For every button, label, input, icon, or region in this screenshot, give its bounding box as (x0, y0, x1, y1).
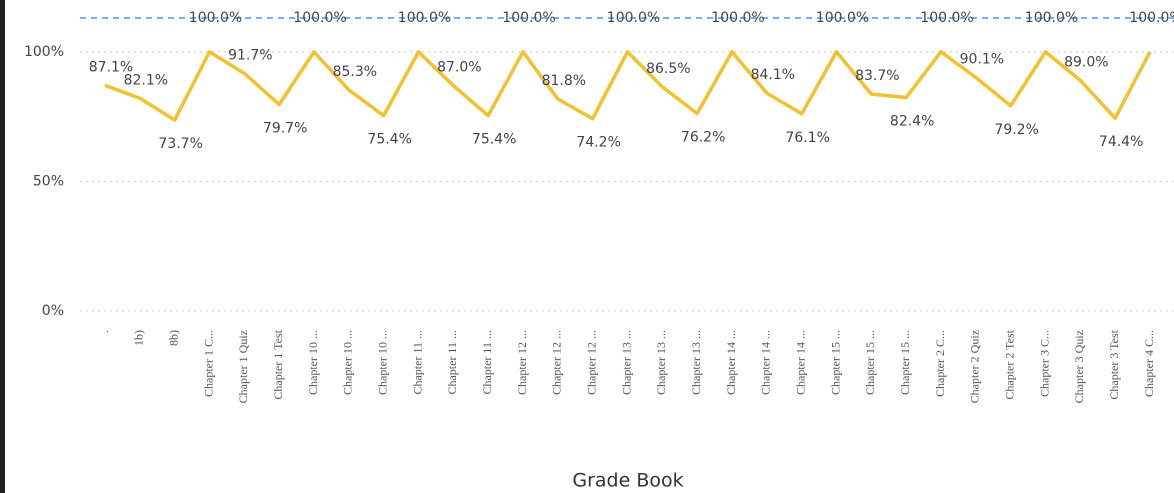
x-tick-label: Chapter 11 ... (410, 330, 424, 395)
data-label: 100.0% (398, 10, 451, 26)
x-tick-label: Chapter 1 C... (201, 330, 215, 397)
x-tick-label: Chapter 12 ... (515, 330, 529, 395)
x-tick-label: Chapter 11 ... (445, 330, 459, 395)
x-tick-label: Chapter 3 Quiz (1072, 330, 1086, 403)
line (104, 50, 1152, 122)
x-tick-label: Chapter 15 ... (898, 330, 912, 395)
x-tick-label: Chapter 14 ... (759, 330, 773, 395)
data-label: 87.1% (89, 59, 133, 75)
data-label: 79.2% (994, 122, 1038, 138)
data-label: 90.1% (960, 52, 1004, 68)
data-label: 74.2% (576, 135, 620, 151)
x-tick-label: Chapter 2 Quiz (968, 330, 982, 403)
data-label: 100.0% (189, 10, 242, 26)
x-tick-label: Chapter 3 C... (1037, 330, 1051, 397)
data-label: 73.7% (158, 136, 202, 152)
x-tick-label: Chapter 1 Test (271, 329, 285, 399)
left-border (0, 0, 5, 493)
x-tick-label: Chapter 11 ... (480, 330, 494, 395)
data-label: 82.1% (124, 72, 168, 88)
x-tick-label: Chapter 13 ... (689, 330, 703, 395)
data-label: 87.0% (437, 60, 481, 76)
y-tick-label: 100% (24, 44, 64, 60)
x-tick-label: Chapter 10 ... (375, 330, 389, 395)
data-label: 85.3% (333, 64, 377, 80)
x-tick-label: Chapter 2 C... (933, 330, 947, 397)
data-label: 76.1% (785, 130, 829, 146)
x-tick-label: 8b) (166, 330, 180, 346)
x-tick-label: Chapter 13 ... (619, 330, 633, 395)
x-tick-label: Chapter 2 Test (1002, 329, 1016, 399)
data-label: 100.0% (1129, 10, 1174, 26)
data-label: 91.7% (228, 47, 272, 63)
data-label: 86.5% (646, 61, 690, 77)
y-tick-label: 50% (33, 173, 64, 189)
x-tick-label: Chapter 12 ... (584, 330, 598, 395)
y-tick-label: 0% (42, 303, 64, 319)
data-label: 74.4% (1099, 134, 1143, 150)
x-axis-title: Grade Book (572, 470, 683, 492)
data-label: 100.0% (711, 10, 764, 26)
x-tick-label: Chapter 10 ... (306, 330, 320, 395)
data-label: 76.2% (681, 130, 725, 146)
x-tick-label: Chapter 15 ... (863, 330, 877, 395)
data-label: 100.0% (607, 10, 660, 26)
x-tick-label: 1b) (132, 330, 146, 346)
x-tick-label: Chapter 10 ... (341, 330, 355, 395)
data-label: 100.0% (816, 10, 869, 26)
data-label: 84.1% (751, 67, 795, 83)
x-tick-label: Chapter 1 Quiz (236, 330, 250, 403)
data-label: 83.7% (855, 68, 899, 84)
x-tick-label: Chapter 15 ... (828, 330, 842, 395)
data-label: 100.0% (1025, 10, 1078, 26)
data-label: 75.4% (472, 132, 516, 148)
data-label: 89.0% (1064, 54, 1108, 70)
x-tick-label: Chapter 14 ... (793, 330, 807, 395)
x-tick-label: . (97, 330, 111, 333)
x-tick-label: Chapter 12 ... (550, 330, 564, 395)
data-label: 79.7% (263, 120, 307, 136)
x-tick-label: Chapter 3 Test (1107, 329, 1121, 399)
x-tick-label: Chapter 13 ... (654, 330, 668, 395)
data-label: 100.0% (293, 10, 346, 26)
x-tick-label: Chapter 14 ... (724, 330, 738, 395)
x-tick-label: Chapter 4 C... (1142, 330, 1156, 397)
data-label: 75.4% (367, 132, 411, 148)
data-label: 82.4% (890, 113, 934, 129)
data-label: 100.0% (502, 10, 555, 26)
data-label: 81.8% (542, 73, 586, 89)
data-label: 100.0% (920, 10, 973, 26)
